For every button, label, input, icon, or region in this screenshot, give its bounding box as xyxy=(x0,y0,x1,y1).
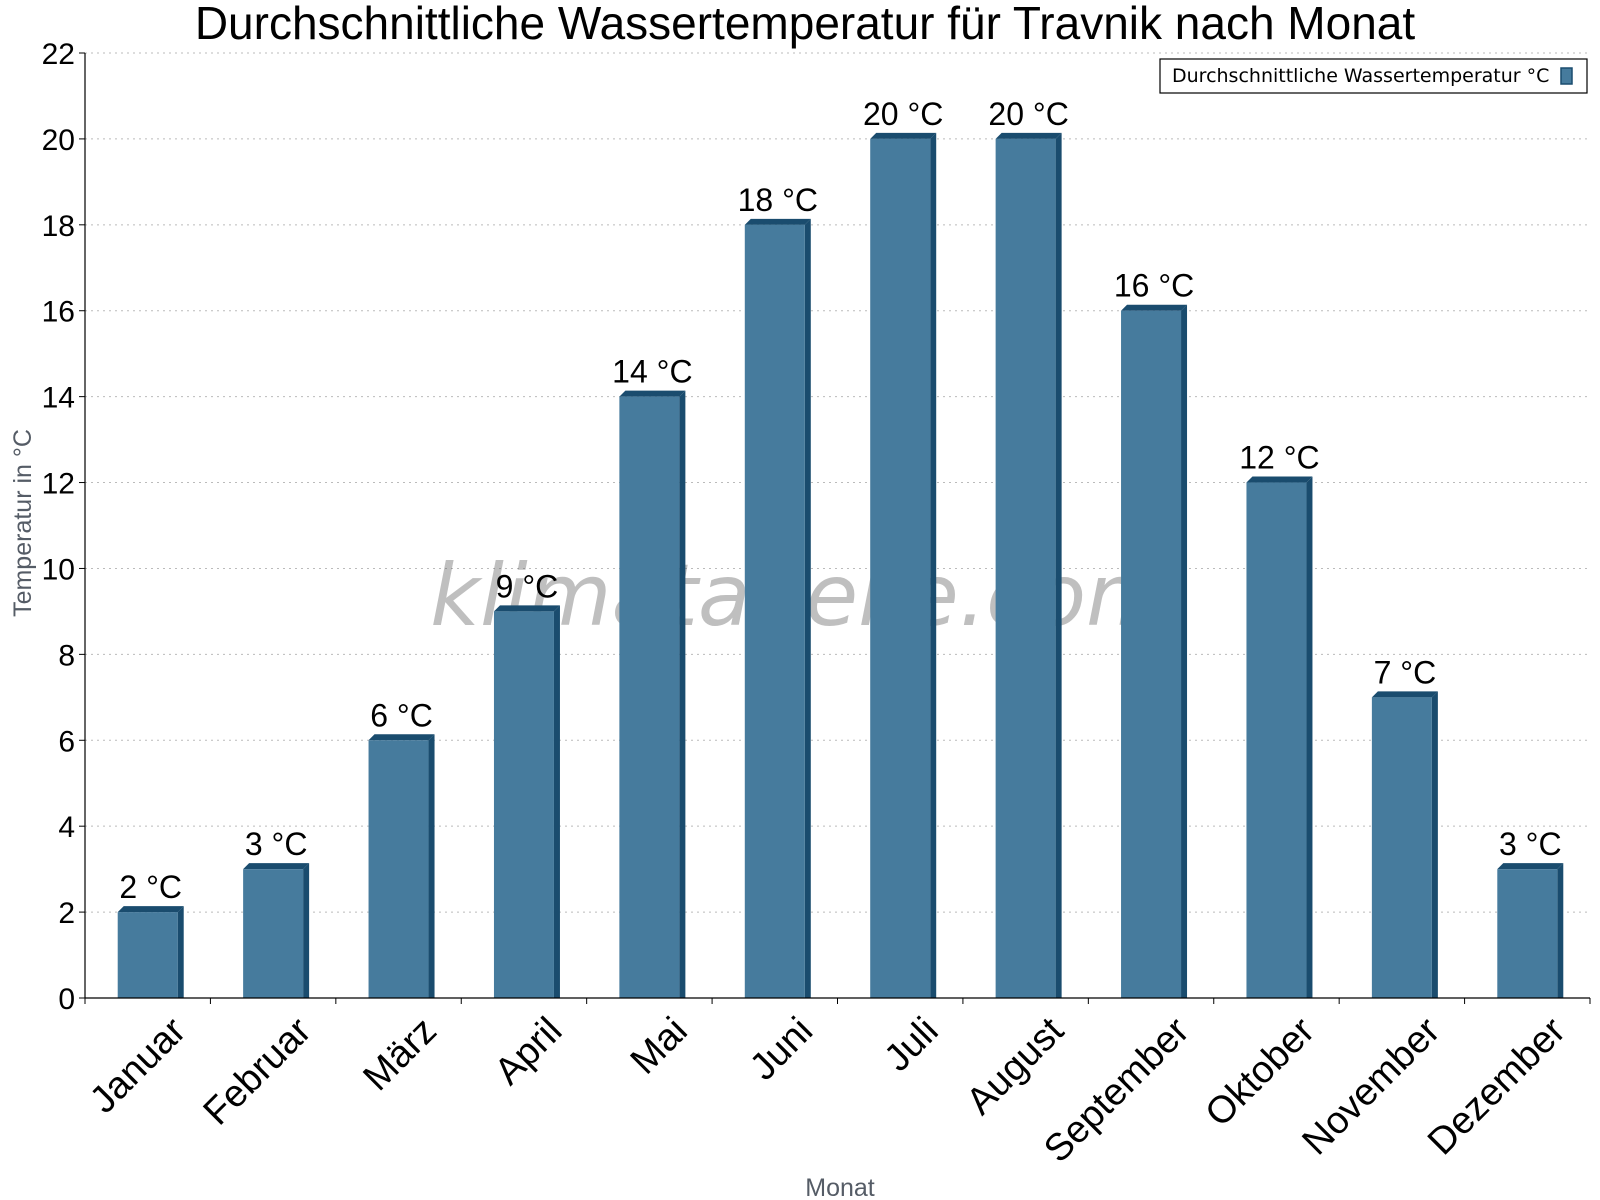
bar xyxy=(1121,310,1182,998)
bar-group xyxy=(995,132,1062,999)
bar-group xyxy=(744,218,811,998)
bar-side xyxy=(1055,132,1062,999)
bar-side xyxy=(428,734,435,998)
bar-top xyxy=(744,218,811,225)
bar-side xyxy=(1431,691,1438,998)
data-label: 16 °C xyxy=(1114,268,1194,304)
legend-swatch xyxy=(1560,67,1573,85)
bar-top xyxy=(493,605,560,612)
x-tick-label: Dezember xyxy=(1420,1009,1574,1163)
bar-side xyxy=(679,390,686,998)
y-axis-title: Temperatur in °C xyxy=(9,429,37,617)
x-tick-label: Oktober xyxy=(1198,1009,1324,1135)
y-tick-label: 4 xyxy=(58,811,75,844)
data-label: 2 °C xyxy=(119,869,182,905)
gridlines xyxy=(85,52,1590,913)
bar xyxy=(243,869,304,998)
bar xyxy=(117,912,178,998)
bar xyxy=(493,611,554,998)
bar xyxy=(744,224,805,998)
bar xyxy=(1246,482,1307,999)
bar-group xyxy=(117,906,184,998)
x-tick-label: Januar xyxy=(82,1009,194,1121)
x-tick-label: April xyxy=(487,1010,570,1093)
x-tick-label: Mai xyxy=(623,1010,696,1083)
legend-box xyxy=(1159,58,1588,94)
bar-side xyxy=(303,863,310,998)
bar-top xyxy=(1497,863,1564,870)
y-tick-label: 2 xyxy=(58,897,75,930)
legend-label: Durchschnittliche Wassertemperatur °C xyxy=(1172,65,1549,87)
bar-top xyxy=(1121,304,1188,311)
bar xyxy=(1371,697,1432,998)
bar-group xyxy=(619,390,686,998)
x-tick-label: Juni xyxy=(742,1010,821,1089)
bar xyxy=(995,138,1056,999)
data-label: 18 °C xyxy=(738,182,818,218)
bar-group xyxy=(493,605,560,998)
data-label: 12 °C xyxy=(1239,440,1319,476)
data-label: 20 °C xyxy=(988,96,1068,132)
bar xyxy=(1497,869,1558,998)
x-axis-title: Monat xyxy=(805,1174,875,1200)
bar-group xyxy=(1246,476,1313,999)
x-tick-label: Februar xyxy=(196,1009,320,1133)
y-tick-label: 22 xyxy=(42,38,75,71)
y-tick-label: 14 xyxy=(42,382,75,415)
bar-group xyxy=(1371,691,1438,998)
data-label: 6 °C xyxy=(370,697,433,733)
y-tick-label: 18 xyxy=(42,210,75,243)
x-tick-label: August xyxy=(959,1009,1073,1123)
data-label: 3 °C xyxy=(245,826,308,862)
y-tick-label: 16 xyxy=(42,296,75,329)
data-label: 7 °C xyxy=(1374,654,1437,690)
legend: Durchschnittliche Wassertemperatur °C xyxy=(1159,58,1588,94)
bar-side xyxy=(1306,476,1313,999)
bar xyxy=(368,740,429,998)
bar xyxy=(870,138,931,999)
y-tick-label: 20 xyxy=(42,124,75,157)
bar-group xyxy=(1497,863,1564,998)
y-tick-label: 12 xyxy=(42,468,75,501)
bars xyxy=(117,132,1564,999)
bar-side xyxy=(804,218,811,998)
bar-group xyxy=(368,734,435,998)
x-tick-label: Juli xyxy=(877,1010,947,1080)
x-tick-label: März xyxy=(355,1010,444,1099)
data-label: 9 °C xyxy=(496,568,559,604)
bar-top xyxy=(870,132,937,139)
bar-top xyxy=(995,132,1062,139)
bar-top xyxy=(1246,476,1313,483)
y-tick-label: 6 xyxy=(58,725,75,758)
bar-side xyxy=(1557,863,1564,998)
y-tick-label: 8 xyxy=(58,639,75,672)
y-tick-label: 10 xyxy=(42,553,75,586)
bar-group xyxy=(1121,304,1188,998)
bar-side xyxy=(177,906,184,998)
data-label: 20 °C xyxy=(863,96,943,132)
bar-side xyxy=(1181,304,1188,998)
y-tick-label: 0 xyxy=(58,983,75,1016)
bar-group xyxy=(243,863,310,998)
data-labels: 2 °C 3 °C 6 °C 9 °C 14 °C 18 °C 20 °C 20 °C 16 °… xyxy=(119,96,1561,905)
bar xyxy=(619,396,680,998)
bar-top xyxy=(243,863,310,870)
bar-top xyxy=(1371,691,1438,698)
bar-group xyxy=(870,132,937,999)
bar-top xyxy=(117,906,184,913)
bar-top xyxy=(368,734,435,741)
chart-title: Durchschnittliche Wassertemperatur für T… xyxy=(195,0,1416,49)
data-label: 3 °C xyxy=(1499,826,1562,862)
bar-side xyxy=(930,132,937,999)
data-label: 14 °C xyxy=(612,354,692,390)
bar-side xyxy=(553,605,560,998)
bar-top xyxy=(619,390,686,397)
